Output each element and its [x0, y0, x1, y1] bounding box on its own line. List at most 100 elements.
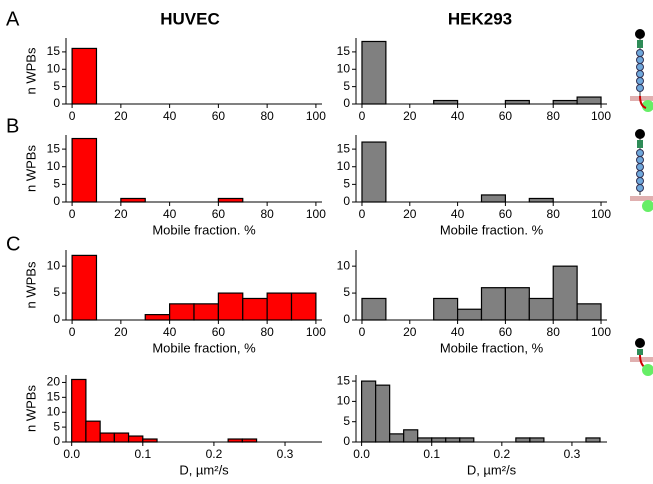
bar — [361, 40, 387, 105]
bar — [431, 437, 447, 443]
x-tick-label: 100 — [591, 325, 611, 339]
bar — [193, 303, 219, 321]
x-axis-label: Mobile fraction, % — [440, 340, 544, 355]
x-tick-label: 40 — [163, 325, 177, 339]
bar — [504, 99, 530, 105]
y-tick-label: 5 — [53, 285, 60, 299]
x-tick-label: 20 — [403, 207, 417, 221]
bar — [515, 437, 531, 443]
bar — [361, 297, 387, 321]
bar — [552, 265, 578, 321]
bar — [361, 380, 377, 443]
x-tick-label: 40 — [163, 207, 177, 221]
x-tick-label: 0.2 — [206, 447, 223, 461]
bar — [417, 437, 433, 443]
x-tick-label: 100 — [306, 109, 326, 123]
x-tick-label: 100 — [591, 109, 611, 123]
bar — [242, 297, 268, 321]
x-tick-label: 40 — [163, 109, 177, 123]
x-tick-label: 20 — [114, 207, 128, 221]
y-axis-label: n WPBs — [23, 261, 38, 308]
y-tick-label: 0 — [53, 194, 60, 208]
x-tick-label: 40 — [451, 325, 465, 339]
bar — [71, 137, 98, 203]
x-tick-label: 20 — [114, 109, 128, 123]
x-tick-label: 0 — [359, 325, 366, 339]
y-tick-label: 5 — [343, 79, 350, 93]
x-tick-label: 60 — [499, 325, 513, 339]
y-tick-label: 15 — [337, 373, 351, 387]
bar — [217, 197, 244, 203]
bar — [528, 197, 554, 203]
bar — [361, 141, 387, 203]
panel-label: C — [6, 233, 20, 255]
y-tick-label: 10 — [47, 258, 61, 272]
x-axis-label: Mobile fraction. % — [440, 222, 544, 237]
x-tick-label: 80 — [260, 207, 274, 221]
y-tick-label: 10 — [47, 61, 61, 75]
x-tick-label: 100 — [591, 207, 611, 221]
bar — [266, 292, 293, 321]
bar — [480, 287, 507, 321]
x-axis-label: D, µm²/s — [179, 462, 229, 477]
bar — [576, 303, 602, 321]
y-tick-label: 0 — [343, 434, 350, 448]
bar — [217, 292, 244, 321]
bar — [504, 287, 530, 321]
y-tick-label: 5 — [53, 419, 60, 433]
x-tick-label: 20 — [403, 109, 417, 123]
bar — [552, 99, 578, 105]
bar — [71, 47, 98, 105]
bar — [375, 384, 391, 443]
bar — [120, 197, 146, 203]
x-tick-label: 0.1 — [134, 447, 151, 461]
x-tick-label: 60 — [212, 325, 226, 339]
x-tick-label: 100 — [306, 207, 326, 221]
y-tick-label: 0 — [343, 194, 350, 208]
x-tick-label: 80 — [547, 325, 561, 339]
x-tick-label: 60 — [212, 109, 226, 123]
x-tick-label: 60 — [212, 207, 226, 221]
y-tick-label: 10 — [337, 394, 351, 408]
x-tick-label: 0.3 — [564, 447, 581, 461]
x-axis-label: D, µm²/s — [467, 462, 517, 477]
bar — [480, 194, 507, 203]
x-tick-label: 0.3 — [277, 447, 294, 461]
y-axis-label: n WPBs — [23, 47, 38, 94]
bar — [459, 437, 475, 443]
bar — [585, 437, 601, 443]
x-tick-label: 80 — [547, 207, 561, 221]
y-tick-label: 10 — [337, 61, 351, 75]
y-tick-label: 15 — [47, 44, 61, 58]
x-tick-label: 60 — [499, 207, 513, 221]
y-tick-label: 15 — [47, 390, 61, 404]
x-tick-label: 0 — [69, 207, 76, 221]
x-tick-label: 40 — [451, 109, 465, 123]
x-tick-label: 0.0 — [353, 447, 370, 461]
bar — [529, 437, 545, 443]
bar — [528, 297, 554, 321]
y-tick-label: 5 — [53, 79, 60, 93]
y-tick-label: 5 — [53, 177, 60, 191]
bar — [576, 96, 602, 105]
y-tick-label: 10 — [337, 258, 351, 272]
y-tick-label: 15 — [47, 141, 61, 155]
x-tick-label: 60 — [499, 109, 513, 123]
x-tick-label: 0.2 — [493, 447, 510, 461]
x-tick-label: 0 — [69, 109, 76, 123]
icon — [630, 129, 653, 212]
x-tick-label: 0 — [69, 325, 76, 339]
panel-label: B — [6, 115, 19, 137]
y-tick-label: 10 — [337, 159, 351, 173]
bar — [433, 297, 459, 321]
column-title: HUVEC — [160, 9, 220, 28]
x-tick-label: 0.0 — [63, 447, 80, 461]
y-tick-label: 0 — [343, 312, 350, 326]
bar — [85, 420, 101, 443]
bar — [71, 254, 98, 321]
panel-label: A — [6, 8, 20, 30]
x-axis-label: Mobile fraction. % — [152, 222, 256, 237]
bar — [456, 308, 483, 321]
y-tick-label: 20 — [47, 375, 61, 389]
